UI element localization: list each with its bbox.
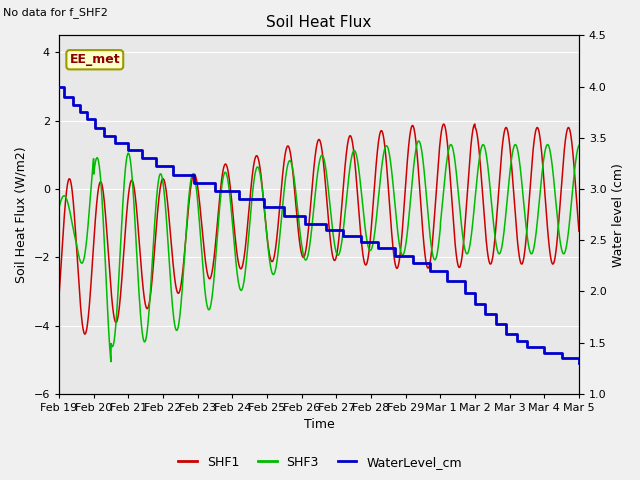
Text: No data for f_SHF2: No data for f_SHF2 bbox=[3, 7, 108, 18]
WaterLevel_cm bbox=[92, 125, 99, 131]
WaterLevel_cm bbox=[100, 133, 108, 139]
Text: EE_met: EE_met bbox=[70, 53, 120, 66]
WaterLevel_cm bbox=[111, 140, 118, 146]
WaterLevel_cm bbox=[191, 180, 198, 186]
Legend: SHF1, SHF3, WaterLevel_cm: SHF1, SHF3, WaterLevel_cm bbox=[173, 451, 467, 474]
WaterLevel_cm bbox=[471, 301, 479, 307]
SHF3 bbox=[107, 359, 115, 365]
SHF3 bbox=[55, 205, 63, 211]
SHF1 bbox=[255, 157, 262, 163]
SHF1 bbox=[81, 331, 89, 337]
WaterLevel_cm bbox=[260, 204, 268, 210]
WaterLevel_cm bbox=[540, 350, 548, 356]
Line: SHF1: SHF1 bbox=[59, 124, 579, 334]
SHF1 bbox=[575, 228, 583, 234]
WaterLevel_cm bbox=[152, 164, 160, 169]
WaterLevel_cm bbox=[211, 188, 219, 194]
Title: Soil Heat Flux: Soil Heat Flux bbox=[266, 15, 372, 30]
SHF1 bbox=[277, 188, 285, 193]
WaterLevel_cm bbox=[492, 321, 500, 327]
WaterLevel_cm bbox=[280, 213, 288, 218]
SHF1 bbox=[565, 125, 573, 131]
WaterLevel_cm bbox=[374, 245, 382, 251]
WaterLevel_cm bbox=[301, 221, 309, 227]
WaterLevel_cm bbox=[356, 240, 364, 245]
WaterLevel_cm bbox=[523, 344, 531, 349]
WaterLevel_cm bbox=[426, 268, 434, 274]
WaterLevel_cm bbox=[575, 360, 583, 366]
Y-axis label: Water level (cm): Water level (cm) bbox=[612, 163, 625, 266]
SHF3 bbox=[565, 223, 573, 229]
WaterLevel_cm bbox=[236, 196, 243, 202]
WaterLevel_cm bbox=[83, 117, 91, 122]
WaterLevel_cm bbox=[339, 233, 347, 239]
WaterLevel_cm bbox=[55, 84, 63, 89]
SHF1 bbox=[55, 292, 63, 298]
WaterLevel_cm bbox=[558, 355, 566, 361]
WaterLevel_cm bbox=[409, 260, 417, 265]
WaterLevel_cm bbox=[502, 332, 510, 337]
WaterLevel_cm bbox=[125, 147, 132, 153]
Line: SHF3: SHF3 bbox=[59, 141, 579, 362]
SHF3 bbox=[509, 147, 517, 153]
X-axis label: Time: Time bbox=[303, 419, 335, 432]
SHF3 bbox=[415, 138, 422, 144]
WaterLevel_cm bbox=[461, 290, 468, 296]
SHF3 bbox=[255, 165, 262, 171]
WaterLevel_cm bbox=[481, 311, 489, 317]
SHF3 bbox=[115, 280, 122, 286]
WaterLevel_cm bbox=[322, 227, 330, 233]
Line: WaterLevel_cm: WaterLevel_cm bbox=[59, 86, 579, 363]
WaterLevel_cm bbox=[392, 252, 399, 258]
SHF3 bbox=[575, 143, 583, 148]
WaterLevel_cm bbox=[69, 102, 77, 108]
WaterLevel_cm bbox=[60, 94, 68, 100]
SHF3 bbox=[145, 303, 153, 309]
WaterLevel_cm bbox=[444, 278, 451, 284]
SHF3 bbox=[277, 219, 285, 225]
WaterLevel_cm bbox=[138, 156, 146, 161]
WaterLevel_cm bbox=[513, 337, 520, 343]
SHF1 bbox=[440, 121, 447, 127]
WaterLevel_cm bbox=[170, 172, 177, 178]
SHF1 bbox=[115, 311, 122, 316]
SHF1 bbox=[509, 182, 517, 188]
SHF1 bbox=[145, 300, 153, 305]
WaterLevel_cm bbox=[76, 109, 84, 115]
Y-axis label: Soil Heat Flux (W/m2): Soil Heat Flux (W/m2) bbox=[15, 146, 28, 283]
